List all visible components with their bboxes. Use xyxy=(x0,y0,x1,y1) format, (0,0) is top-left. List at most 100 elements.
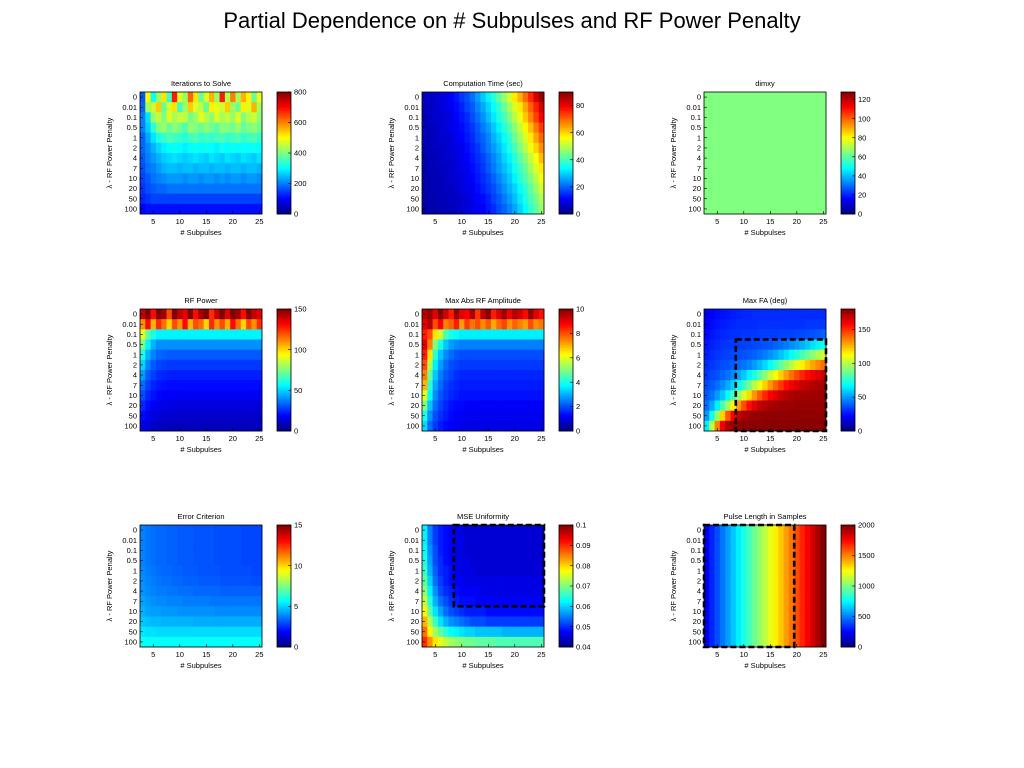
heatmap-cell xyxy=(496,606,502,617)
heatmap-cell xyxy=(182,535,189,546)
heatmap-cell xyxy=(794,390,800,401)
heatmap-cell xyxy=(517,586,524,597)
colorbar-segment xyxy=(277,387,291,390)
heatmap-cell xyxy=(203,380,210,391)
colorbar-segment xyxy=(841,181,855,184)
heatmap-cell xyxy=(820,410,827,422)
heatmap-cell xyxy=(256,329,263,340)
heatmap-cell xyxy=(496,102,502,113)
heatmap-cell xyxy=(778,380,784,391)
y-tick-label: 0 xyxy=(697,526,701,535)
heatmap-cell xyxy=(538,339,545,351)
heatmap-cell xyxy=(240,555,247,567)
heatmap-cell xyxy=(746,575,753,587)
heatmap-cell xyxy=(783,380,790,391)
heatmap-cell xyxy=(719,173,726,184)
heatmap-cell xyxy=(432,92,439,103)
heatmap-cell xyxy=(501,183,508,195)
colorbar-segment xyxy=(841,394,855,398)
heatmap-cell xyxy=(804,370,811,381)
colorbar-tick-label: 0.05 xyxy=(576,622,591,631)
heatmap-cell xyxy=(522,380,529,391)
heatmap-cell xyxy=(788,183,795,195)
colorbar-segment xyxy=(841,379,855,382)
heatmap-cell xyxy=(432,555,439,567)
colorbar-segment xyxy=(559,343,573,346)
heatmap-cell xyxy=(240,102,247,113)
heatmap-cell xyxy=(799,575,806,587)
x-axis-label: # Subpulses xyxy=(462,228,504,237)
heatmap-cell xyxy=(772,420,779,432)
heatmap-cell xyxy=(464,359,471,371)
heatmap-cell xyxy=(161,183,167,195)
heatmap-cell xyxy=(480,410,487,422)
heatmap-cell xyxy=(480,92,487,103)
heatmap-cell xyxy=(751,359,758,371)
colorbar-segment xyxy=(559,328,573,331)
colorbar-tick-label: 0.1 xyxy=(576,521,586,530)
heatmap-cell xyxy=(235,370,242,381)
heatmap-cell xyxy=(778,142,784,154)
heatmap-cell xyxy=(448,525,455,536)
heatmap-cell xyxy=(490,575,497,587)
colorbar-segment xyxy=(559,402,573,405)
heatmap-cell xyxy=(757,380,763,391)
colorbar-segment xyxy=(277,599,291,602)
heatmap-cell xyxy=(443,92,449,103)
heatmap-cell xyxy=(219,390,226,401)
colorbar-segment xyxy=(841,99,855,102)
heatmap-cell xyxy=(171,606,178,617)
heatmap-cell xyxy=(757,92,763,103)
heatmap-cell xyxy=(155,319,162,330)
heatmap-cell xyxy=(219,309,226,320)
heatmap-cell xyxy=(815,420,822,432)
heatmap-cell xyxy=(161,555,167,567)
heatmap-cell xyxy=(522,92,529,103)
heatmap-cell xyxy=(214,349,220,361)
colorbar-segment xyxy=(841,371,855,375)
colorbar-segment xyxy=(559,194,573,198)
heatmap-cell xyxy=(230,173,236,184)
heatmap-cell xyxy=(459,545,465,556)
heatmap-cell xyxy=(230,535,236,546)
colorbar-segment xyxy=(559,641,573,644)
heatmap-cell xyxy=(528,636,534,648)
heatmap-cell xyxy=(501,339,508,351)
heatmap-cell xyxy=(459,112,465,123)
heatmap-cell xyxy=(464,370,471,381)
heatmap-cell xyxy=(177,586,183,597)
heatmap-cell xyxy=(171,555,178,567)
heatmap-cell xyxy=(815,102,822,113)
heatmap-cell xyxy=(810,319,816,330)
heatmap-cell xyxy=(751,565,758,577)
x-tick-label: 25 xyxy=(255,650,263,659)
heatmap-cell xyxy=(193,309,199,320)
heatmap-cell xyxy=(198,626,205,638)
heatmap-cell xyxy=(251,380,258,391)
heatmap-cell xyxy=(757,390,763,401)
y-tick-label: 0.1 xyxy=(409,113,419,122)
heatmap-cell xyxy=(804,112,811,123)
heatmap-cell xyxy=(490,545,497,556)
heatmap-cell xyxy=(427,142,433,154)
x-tick-label: 10 xyxy=(458,217,466,226)
heatmap-cell xyxy=(224,555,231,567)
heatmap-cell xyxy=(506,380,513,391)
heatmap-cell xyxy=(501,153,508,164)
heatmap-cell xyxy=(804,142,811,154)
heatmap-cell xyxy=(783,555,790,567)
colorbar-segment xyxy=(841,105,855,108)
heatmap-cell xyxy=(762,142,769,154)
heatmap-cell xyxy=(177,193,183,205)
colorbar-segment xyxy=(277,126,291,129)
heatmap-cell xyxy=(490,359,497,371)
heatmap-cell xyxy=(496,163,502,174)
heatmap-cell xyxy=(475,173,481,184)
heatmap-cell xyxy=(751,400,758,412)
heatmap-cell xyxy=(443,349,449,361)
heatmap-cell xyxy=(475,410,481,422)
colorbar-segment xyxy=(277,337,291,340)
heatmap-cell xyxy=(166,153,173,164)
heatmap-cell xyxy=(224,102,231,113)
colorbar-segment xyxy=(841,135,855,139)
